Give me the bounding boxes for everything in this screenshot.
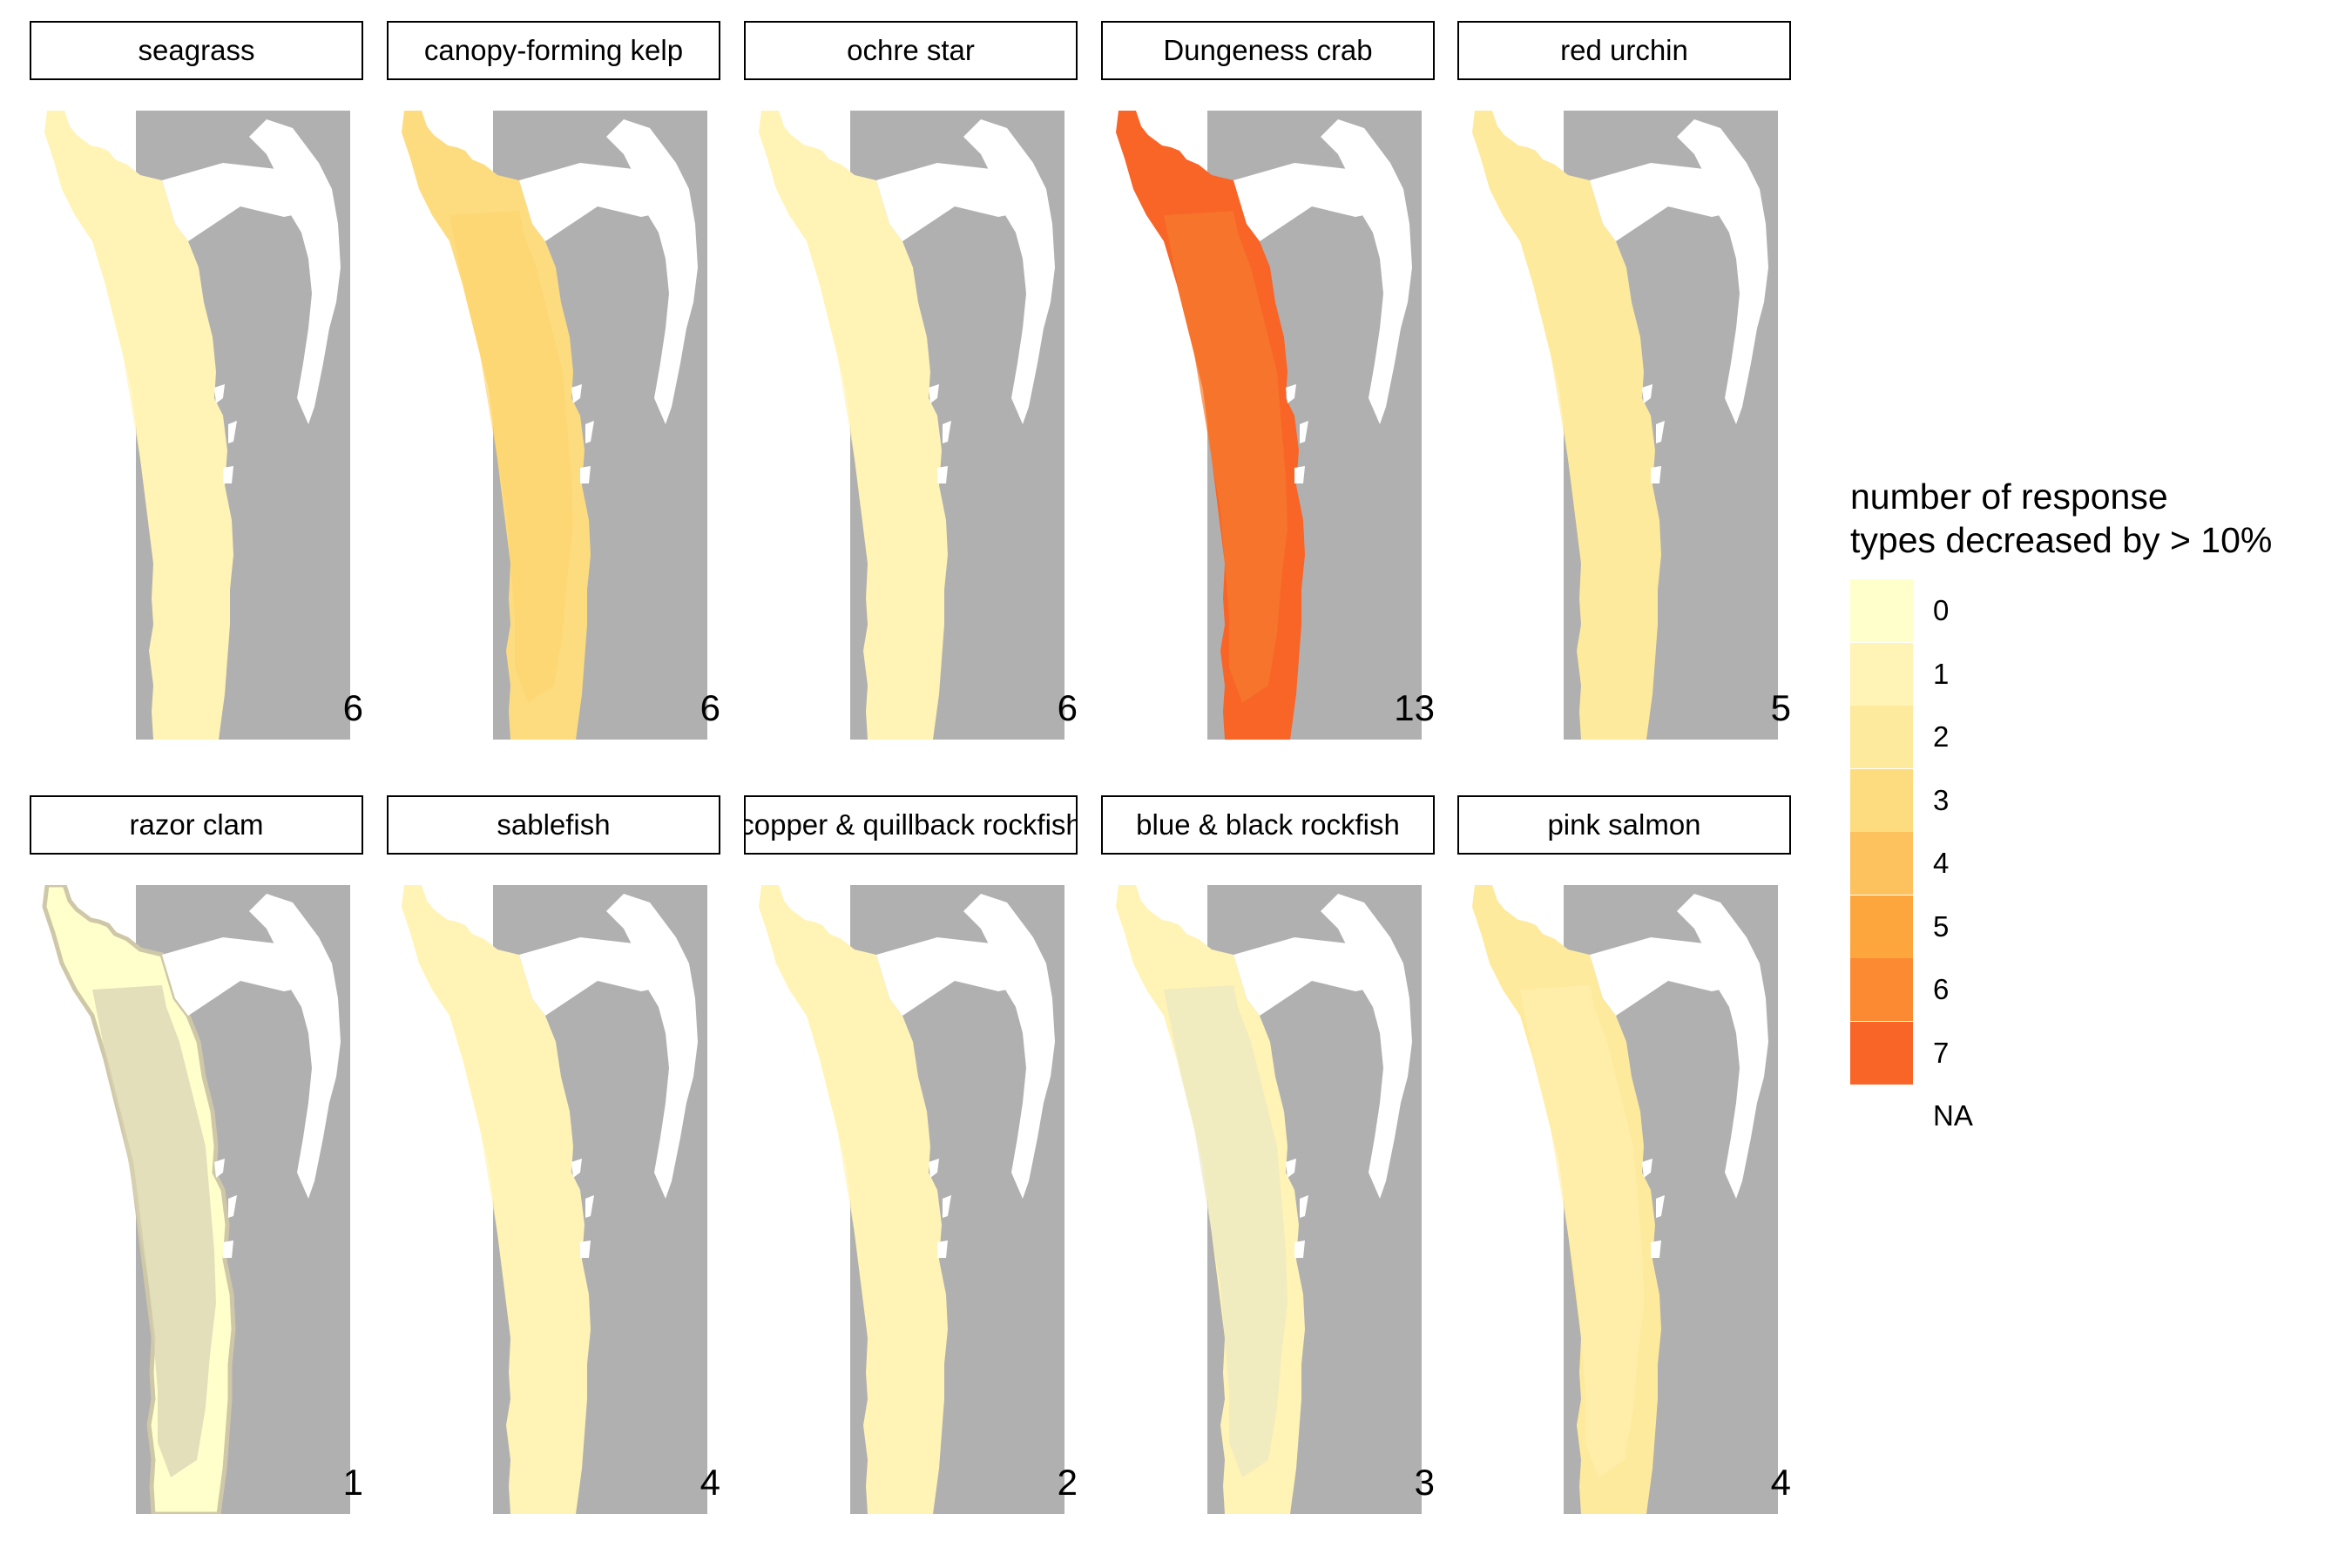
- response-count-label: 6: [700, 687, 720, 728]
- facet-panel: seagrass 6: [30, 21, 363, 740]
- facet-strip: red urchin: [1457, 21, 1791, 80]
- facet-map: [1103, 885, 1422, 1514]
- facet-map: [31, 885, 350, 1514]
- facet-panel: canopy-forming kelp 6: [387, 21, 720, 740]
- legend-title-line-2: types decreased by > 10%: [1850, 520, 2273, 560]
- facet-map: [31, 111, 350, 740]
- response-count-label: 6: [342, 687, 363, 728]
- facet-map: [746, 885, 1064, 1514]
- facet-panel: sablefish 4: [387, 795, 720, 1514]
- legend-swatch: [1850, 642, 1913, 706]
- legend-label: 4: [1933, 847, 1950, 879]
- facet-panel: pink salmon 4: [1457, 795, 1791, 1514]
- facet-strip: blue & black rockfish: [1101, 795, 1435, 855]
- facet-map: [1459, 885, 1778, 1514]
- facet-title: red urchin: [1560, 34, 1688, 66]
- facet-map: [746, 111, 1064, 740]
- legend-label: 7: [1933, 1036, 1950, 1069]
- legend-swatch: [1850, 706, 1913, 768]
- facet-map: [1459, 111, 1778, 740]
- facet-strip: seagrass: [30, 21, 363, 80]
- response-count-label: 6: [1057, 687, 1078, 728]
- legend-label: 6: [1933, 973, 1950, 1005]
- legend-swatch: [1850, 1085, 1913, 1147]
- facet-title: seagrass: [138, 34, 255, 66]
- facet-panel: red urchin 5: [1457, 21, 1791, 740]
- facet-title: Dungeness crab: [1163, 34, 1373, 66]
- legend-swatch: [1850, 832, 1913, 895]
- response-count-label: 4: [1770, 1462, 1791, 1503]
- facet-title: sablefish: [497, 808, 611, 841]
- facet-panel: Dungeness crab 13: [1101, 21, 1435, 740]
- facet-panel: blue & black rockfish 3: [1101, 795, 1435, 1514]
- response-count-label: 2: [1057, 1462, 1078, 1503]
- legend-label: 2: [1933, 720, 1950, 753]
- response-count-label: 3: [1414, 1462, 1435, 1503]
- facet-strip: razor clam: [30, 795, 363, 855]
- facet-map: [389, 885, 707, 1514]
- legend-label: 3: [1933, 783, 1950, 816]
- legend: number of response types decreased by > …: [1850, 475, 2273, 1147]
- facet-strip: copper & quillback rockfish: [744, 795, 1078, 855]
- legend-label: NA: [1933, 1099, 1973, 1132]
- facet-panel: ochre star 6: [744, 21, 1078, 740]
- facet-panel: razor clam 1: [30, 795, 363, 1514]
- response-count-label: 4: [700, 1462, 720, 1503]
- legend-swatch: [1850, 768, 1913, 832]
- facet-title: copper & quillback rockfish: [744, 808, 1078, 841]
- facet-strip: canopy-forming kelp: [387, 21, 720, 80]
- facet-title: canopy-forming kelp: [423, 34, 684, 66]
- legend-label: 5: [1933, 909, 1950, 943]
- facet-map: [389, 111, 707, 740]
- legend-label: 0: [1933, 594, 1950, 626]
- legend-title-line-1: number of response: [1850, 476, 2168, 517]
- facet-title: ochre star: [847, 34, 975, 66]
- facet-panel: copper & quillback rockfish 2: [744, 795, 1078, 1514]
- facet-strip: Dungeness crab: [1101, 21, 1435, 80]
- facet-title: razor clam: [129, 808, 264, 841]
- legend-swatch: [1850, 579, 1913, 642]
- legend-label: 1: [1933, 657, 1950, 690]
- legend-swatch: [1850, 1021, 1913, 1085]
- facet-map: [1103, 111, 1422, 740]
- legend-swatch: [1850, 958, 1913, 1021]
- legend-swatch: [1850, 895, 1913, 958]
- facet-strip: sablefish: [387, 795, 720, 855]
- facet-strip: pink salmon: [1457, 795, 1791, 855]
- facet-strip: ochre star: [744, 21, 1078, 80]
- facet-title: pink salmon: [1547, 808, 1701, 841]
- response-count-label: 13: [1394, 687, 1435, 728]
- response-count-label: 5: [1770, 687, 1791, 728]
- facet-title: blue & black rockfish: [1136, 808, 1400, 841]
- response-count-label: 1: [342, 1462, 363, 1503]
